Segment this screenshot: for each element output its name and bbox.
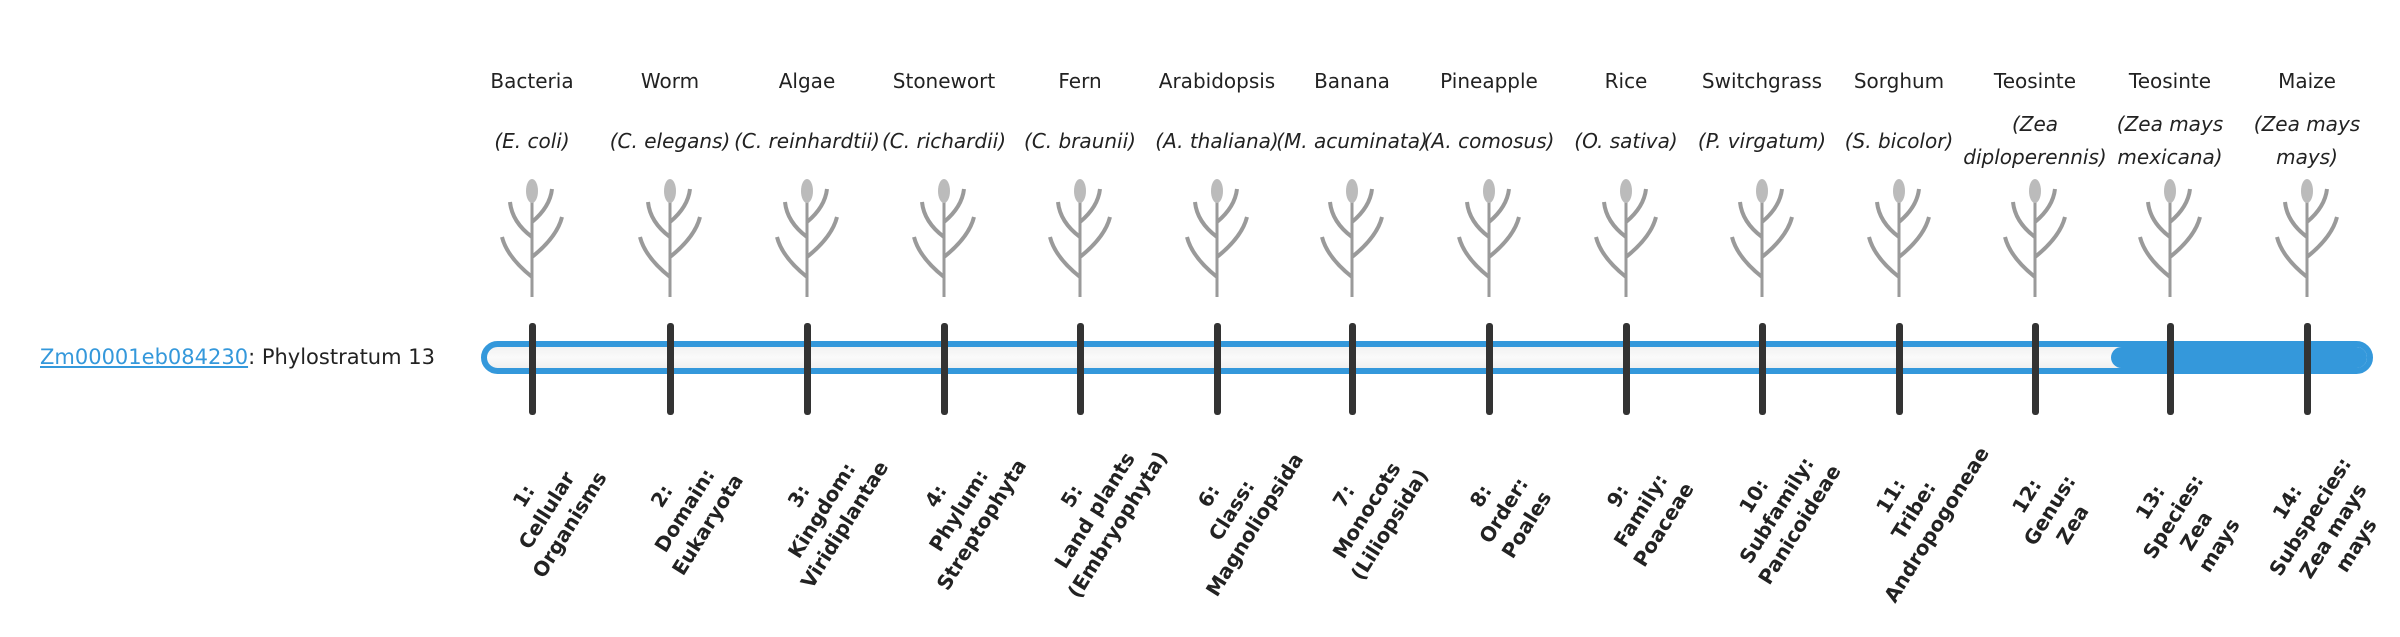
stratum-tick [2304,323,2311,415]
organism-scientific-name: (Zea mays mays) [2253,112,2361,169]
organism-scientific-name: (M. acuminata) [1276,128,1428,153]
banana-illustration [1320,179,1384,297]
pineapple-illustration [1457,179,1521,297]
organism-scientific-name: (E. coli) [494,128,570,153]
organism-common-name: Teosinte [1993,69,2077,93]
organism-common-name: Teosinte [2128,69,2212,93]
stratum-label: 5: Land plants (Embryophyta) [1008,404,1183,617]
stratum-tick [529,323,536,415]
progress-fill [2110,347,2367,368]
organism-common-name: Stonewort [892,69,996,93]
maize-illustration [2275,179,2339,297]
stratum-tick [2167,323,2174,415]
organism-scientific-name: (Zea mays mexicana) [2116,112,2224,169]
organism-common-name: Maize [2278,69,2336,93]
stratum-label: 6: Class: Magnoliopsida [1145,404,1320,617]
organism-common-name: Pineapple [1440,69,1538,93]
organism-scientific-name: (C. richardii) [881,128,1007,153]
organism-scientific-name: (Zea diploperennis) [1963,112,2107,169]
stratum-label: 7: Monocots (Liliopsida) [1280,404,1455,617]
organism-common-name: Worm [640,69,700,93]
organism-scientific-name: (P. virgatum) [1697,128,1827,153]
organism-common-name: Bacteria [490,69,574,93]
teosinte-illustration [2003,179,2067,297]
organism-common-name: Arabidopsis [1158,69,1276,93]
gene-id-link[interactable]: Zm00001eb084230 [40,345,249,369]
stratum-tick [1486,323,1493,415]
stratum-label: 9: Family: Poaceae [1554,404,1729,617]
stratum-label: 2: Domain: Eukaryota [598,404,773,617]
gene-label: Zm00001eb084230: Phylostratum 13 [40,341,435,374]
teosinte-illustration [2138,179,2202,297]
stratum-tick [1623,323,1630,415]
organism-scientific-name: (C. braunii) [1024,128,1136,153]
rice-illustration [1594,179,1658,297]
stratum-tick [804,323,811,415]
phylostratum-progress-bar [481,341,2373,374]
stratum-label: 10: Subfamily: Panicoideae [1690,404,1865,617]
worm-illustration [638,179,702,297]
sorghum-illustration [1867,179,1931,297]
algae-illustration [775,179,839,297]
organism-common-name: Sorghum [1853,69,1945,93]
stratum-tick [1349,323,1356,415]
stratum-label: 1: Cellular Organisms [460,404,635,617]
stratum-tick [1077,323,1084,415]
bacteria-illustration [500,179,564,297]
stratum-tick [1896,323,1903,415]
stratum-tick [667,323,674,415]
organism-scientific-name: (S. bicolor) [1844,128,1954,153]
stratum-label: 14: Subspecies: Zea mays mays [2223,411,2400,637]
organism-common-name: Algae [778,69,836,93]
organism-common-name: Fern [1058,69,1102,93]
stratum-tick [1214,323,1221,415]
organism-scientific-name: (A. thaliana) [1155,128,1279,153]
organism-scientific-name: (C. elegans) [609,128,731,153]
organism-common-name: Switchgrass [1701,69,1823,93]
organism-scientific-name: (O. sativa) [1574,128,1678,153]
stratum-tick [941,323,948,415]
stratum-tick [2032,323,2039,415]
stratum-label: 3: Kingdom: Viridiplantae [735,404,910,617]
arabidopsis-illustration [1185,179,1249,297]
stratum-tick [1759,323,1766,415]
switchgrass-illustration [1730,179,1794,297]
phylostratum-text: : Phylostratum 13 [248,345,435,369]
fern-illustration [1048,179,1112,297]
stratum-label: 4: Phylum: Streptophyta [872,404,1047,617]
stratum-label: 8: Order: Poales [1417,404,1592,617]
organism-common-name: Rice [1604,69,1648,93]
organism-scientific-name: (C. reinhardtii) [734,128,880,153]
organism-common-name: Banana [1314,69,1390,93]
stonewort-illustration [912,179,976,297]
organism-scientific-name: (A. comosus) [1423,128,1555,153]
stratum-label: 11: Tribe: Andropogoneae [1827,404,2002,617]
